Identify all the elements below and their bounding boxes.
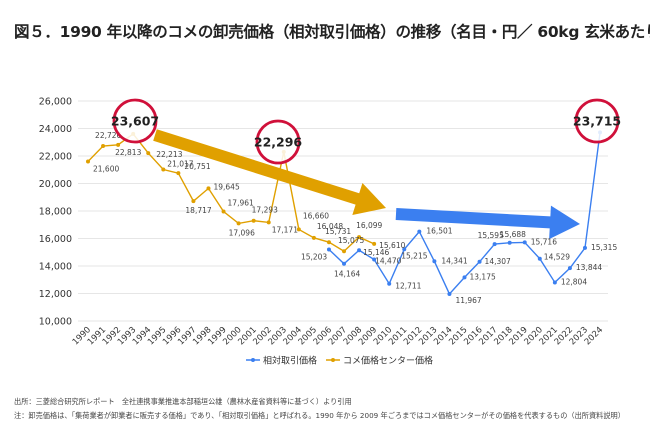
data-point — [477, 259, 482, 264]
data-label: 17,171 — [272, 225, 298, 234]
data-label: 19,645 — [213, 182, 239, 191]
data-point — [402, 247, 407, 252]
data-point — [206, 186, 211, 191]
data-point — [357, 248, 362, 253]
data-label: 15,146 — [363, 248, 389, 257]
y-tick-label: 18,000 — [39, 207, 72, 218]
chart-title: 図５．1990 年以降のコメの卸売価格（相対取引価格）の推移（名目・円／ 60k… — [14, 23, 650, 41]
data-point — [492, 242, 497, 247]
data-point — [372, 257, 377, 262]
data-label: 14,341 — [441, 256, 467, 265]
data-point — [462, 275, 467, 280]
data-point — [86, 159, 90, 164]
data-point — [507, 240, 512, 245]
data-label: 14,307 — [485, 257, 511, 266]
data-label: 15,215 — [401, 251, 427, 260]
data-point — [432, 259, 437, 264]
data-point — [537, 256, 542, 261]
legend-label: 相対取引価格 — [263, 355, 317, 367]
data-label: 12,711 — [395, 282, 421, 291]
trend-arrow-blue — [395, 205, 580, 240]
data-point — [357, 235, 362, 240]
data-label: 14,164 — [334, 270, 360, 279]
y-tick-label: 26,000 — [39, 97, 72, 108]
data-label: 15,315 — [591, 243, 617, 252]
data-label: 15,203 — [301, 252, 327, 261]
data-point — [326, 240, 331, 245]
data-point — [311, 235, 316, 240]
data-label: 14,529 — [544, 253, 570, 262]
data-label: 18,717 — [185, 206, 211, 215]
data-label: 22,813 — [115, 148, 141, 157]
data-point — [176, 171, 181, 176]
highlight-circle — [255, 119, 301, 165]
data-label: 13,844 — [576, 263, 602, 272]
data-point — [582, 245, 587, 250]
data-label: 22,213 — [156, 150, 182, 159]
data-label: 15,075 — [338, 236, 364, 245]
y-tick-label: 12,000 — [39, 289, 72, 300]
highlight-label: 22,296 — [254, 135, 303, 150]
data-point — [522, 240, 527, 245]
data-point — [101, 144, 106, 149]
data-label: 15,610 — [379, 241, 405, 250]
data-label: 15,731 — [325, 227, 351, 236]
data-point — [251, 218, 256, 223]
data-point — [552, 280, 557, 285]
data-label: 17,961 — [228, 199, 254, 208]
y-tick-label: 16,000 — [39, 234, 72, 245]
data-label: 15,716 — [531, 237, 557, 246]
data-label: 16,660 — [303, 211, 329, 220]
highlight-label: 23,607 — [111, 114, 159, 129]
data-point — [146, 151, 151, 156]
legend-marker — [331, 358, 335, 362]
legend-label: コメ価格センター価格 — [343, 355, 433, 367]
data-label: 11,967 — [455, 296, 481, 305]
data-point — [387, 281, 392, 286]
data-label: 21,600 — [93, 165, 119, 174]
y-tick-label: 14,000 — [39, 262, 72, 273]
highlight-label: 23,715 — [573, 114, 621, 129]
trend-arrow-orange — [153, 129, 386, 215]
data-point — [417, 229, 422, 234]
y-tick-label: 24,000 — [39, 124, 72, 135]
data-label: 13,175 — [470, 272, 496, 281]
data-label: 16,501 — [426, 227, 452, 236]
footnote: 注：卸売価格は、「集荷業者が卸業者に販売する価格」であり、「相対取引価格」と呼ば… — [14, 411, 625, 420]
data-point — [567, 266, 572, 271]
data-point — [342, 249, 347, 254]
data-point — [161, 167, 166, 172]
y-tick-label: 20,000 — [39, 179, 72, 190]
data-label: 15,688 — [500, 230, 526, 239]
data-label: 22,726 — [95, 131, 121, 140]
highlight-circle — [112, 98, 158, 144]
data-point — [236, 221, 241, 226]
data-point — [191, 199, 196, 204]
data-point — [326, 247, 331, 252]
data-label: 12,804 — [561, 277, 587, 286]
source-note: 出所：三菱総合研究所レポート 全社連携事業推進本部稲垣公雄（農林水産省資料等に基… — [14, 397, 352, 406]
data-point — [447, 291, 452, 296]
y-tick-label: 22,000 — [39, 152, 72, 163]
legend-marker — [251, 358, 255, 362]
highlight-circle — [574, 98, 620, 144]
data-point — [372, 241, 377, 246]
data-label: 20,751 — [184, 162, 210, 171]
data-label: 21,017 — [167, 160, 193, 169]
data-label: 16,099 — [356, 221, 382, 230]
y-tick-label: 10,000 — [39, 317, 72, 328]
data-point — [266, 220, 271, 225]
data-point — [296, 227, 301, 232]
data-label: 17,293 — [252, 206, 278, 215]
data-point — [221, 209, 226, 214]
data-label: 15,595 — [478, 231, 504, 240]
data-point — [116, 142, 121, 147]
data-label: 17,096 — [229, 228, 255, 237]
data-label: 14,470 — [375, 257, 401, 266]
data-point — [342, 261, 347, 266]
data-label: 16,048 — [317, 222, 343, 231]
